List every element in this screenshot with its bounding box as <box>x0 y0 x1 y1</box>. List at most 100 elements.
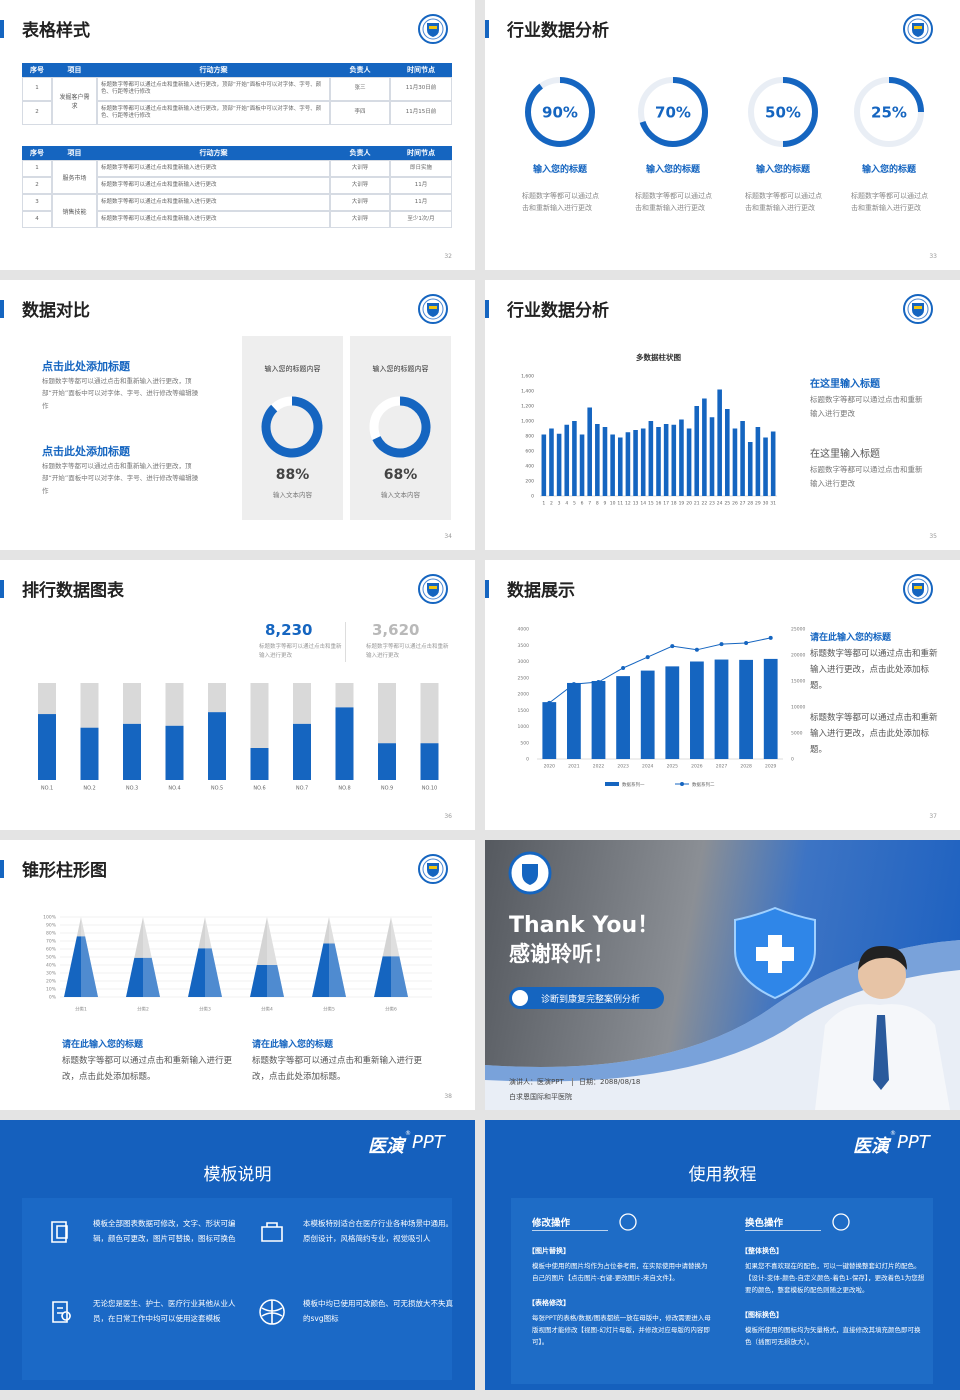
graphic: 0 500 1000 1500 2000 2500 3000 3500 4000 0 5000 100… <box>518 627 806 789</box>
bar <box>616 676 630 759</box>
item-text: 标题数字等都可以通过点击和重新输入进行更改 <box>522 192 599 212</box>
bar <box>763 437 768 496</box>
table-cell: 销售技能 <box>52 194 97 228</box>
graphic: 90% 70% 50% 25% <box>525 77 924 147</box>
pyramid-segment <box>312 943 346 997</box>
item-title: 输入您的标题 <box>861 165 916 175</box>
icon <box>261 1222 283 1242</box>
bar <box>755 427 761 496</box>
pyramid-segment <box>126 957 160 997</box>
graphic <box>903 14 933 44</box>
y2-tick-label: 15000 <box>791 679 805 685</box>
y-tick-label: 2500 <box>518 675 530 681</box>
bar <box>587 407 592 496</box>
value-label: 68% <box>383 467 418 483</box>
bar <box>671 424 677 496</box>
part-text: 模板所使用的图标均为矢量格式，直接修改其填充颜色即可换色（插图可无损放大）。 <box>745 1326 921 1347</box>
slide-title: 行业数据分析 <box>507 301 609 321</box>
graphic <box>259 1299 285 1325</box>
card <box>242 336 343 520</box>
brand-suffix: PPT <box>897 1132 930 1153</box>
bar <box>640 670 655 759</box>
emblem <box>429 866 437 869</box>
line <box>548 637 771 704</box>
table-cell: 大训导 <box>330 160 390 177</box>
table-cell: 标题数字等都可以通过点击和重新输入进行更改 <box>97 194 330 211</box>
x-tick-label: 2027 <box>716 764 728 770</box>
x-tick-label: 3 <box>558 501 561 507</box>
speaker: 演讲人：医演PPT <box>509 1078 564 1086</box>
y2-tick-label: 5000 <box>791 731 803 737</box>
y-tick-label: 0 <box>531 494 534 500</box>
line-point <box>645 655 650 660</box>
x-tick-label: 6 <box>581 501 584 507</box>
table-header-cell: 序号 <box>22 146 52 160</box>
table-header-cell: 行动方案 <box>97 146 330 160</box>
card-caption: 输入文本内容 <box>381 491 420 499</box>
pyramid-segment <box>374 956 408 997</box>
table-cell: 张三 <box>330 77 390 101</box>
x-tick-label: 31 <box>770 501 776 507</box>
legend-label: 数据系列一 <box>622 781 645 788</box>
value-label: 25% <box>871 104 907 122</box>
item-title: 输入您的标题 <box>755 165 810 175</box>
card-heading: 输入您的标题内容 <box>372 365 429 373</box>
note-heading: 请在此输入您的标题 <box>252 1040 334 1050</box>
y-tick-label: 1,600 <box>521 374 534 380</box>
bar-segment <box>208 712 226 780</box>
x-tick-label: 分类5 <box>323 1006 335 1013</box>
card <box>350 336 451 520</box>
note-text: 标题数字等都可以通过点击和重新输入进行更改，点击此处添加标题。 <box>62 1056 233 1083</box>
table-header-cell: 行动方案 <box>97 63 330 77</box>
table-cell: 李四 <box>330 101 390 125</box>
emblem <box>422 298 444 320</box>
graphic: 多数据柱状图 0 200 400 600 800 1,000 1,200 1,400 1,600 1… <box>521 352 777 507</box>
y-tick-label: 400 <box>525 464 534 470</box>
table-cell: 服务市场 <box>52 160 97 194</box>
title-bar <box>485 580 489 598</box>
x-tick-label: 2028 <box>740 764 752 770</box>
page-number: 35 <box>929 533 937 540</box>
table-cell: 1 <box>22 160 52 177</box>
note-text: 标题数字等都可以通过点击和重新输入进行更改，点击此处添加标题。 <box>810 713 938 756</box>
y-tick-label: 1,000 <box>521 419 534 425</box>
bar <box>709 417 715 496</box>
item-text: 标题数字等都可以通过点击和重新输入进行更改 <box>635 192 712 212</box>
table-cell: 至少1次/月 <box>390 211 452 228</box>
table-cell: 11月15日前 <box>390 101 452 125</box>
graphic <box>418 854 448 884</box>
emblem <box>429 586 437 589</box>
title-bar <box>0 860 4 878</box>
pyramid-shade <box>81 917 86 937</box>
x-tick-label: NO.9 <box>381 786 393 792</box>
x-tick-label: 25 <box>724 501 730 507</box>
panel <box>511 1198 933 1384</box>
bar <box>732 428 738 496</box>
emblem <box>422 18 444 40</box>
x-tick-label: 2022 <box>593 764 605 770</box>
slide: 数据展示 37 0 500 1000 1500 2000 2500 3000 3500 4000 0 5… <box>485 560 960 830</box>
part-label: 【图标换色】 <box>741 1311 783 1319</box>
line-point <box>547 700 552 705</box>
card-heading: 输入您的标题内容 <box>264 365 321 373</box>
title-bar <box>0 580 4 598</box>
date: 日期：2088/08/18 <box>579 1078 641 1086</box>
x-tick-label: 8 <box>596 501 599 507</box>
x-tick-label: NO.5 <box>211 786 223 792</box>
x-tick-label: 2020 <box>544 764 556 770</box>
y-tick-label: 60% <box>46 947 57 953</box>
y-tick-label: 0 <box>526 757 529 763</box>
line-point <box>571 682 576 687</box>
x-tick-label: 17 <box>663 501 669 507</box>
x-tick-label: NO.8 <box>338 786 350 792</box>
table-cell: 1 <box>22 77 52 101</box>
bar-segment <box>80 727 99 780</box>
table-cell: 2 <box>22 101 52 125</box>
thanks-subtitle: 感谢聆听！ <box>509 942 614 966</box>
pyramid-shade <box>267 917 278 965</box>
stat-value: 8,230 <box>265 621 313 639</box>
bar-segment <box>378 743 396 780</box>
table-cell: 11月30日前 <box>390 77 452 101</box>
y-tick-label: 1,200 <box>521 404 534 410</box>
graphic <box>418 294 448 324</box>
